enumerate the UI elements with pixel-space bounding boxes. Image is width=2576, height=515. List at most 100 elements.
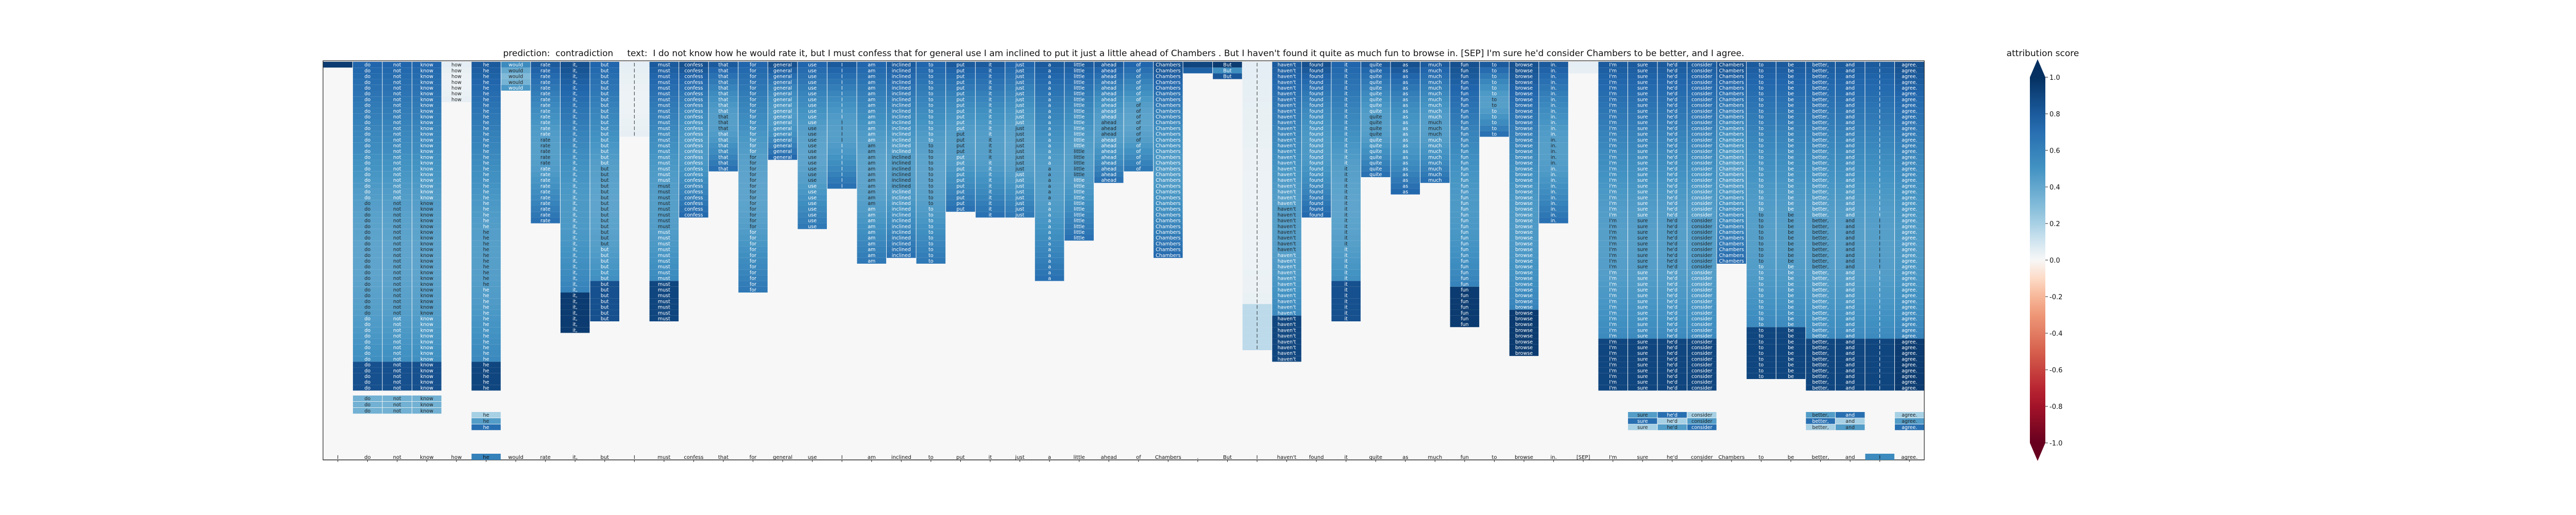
cell-label: he xyxy=(483,311,489,316)
cell-label: it, xyxy=(573,103,578,109)
heatmap-cell xyxy=(1242,183,1272,189)
heatmap-cell xyxy=(1628,229,1657,235)
heatmap-cell xyxy=(1064,194,1094,200)
cell-label: as xyxy=(1402,91,1408,97)
heatmap-cell xyxy=(1539,177,1568,183)
cell-label: rate xyxy=(540,74,550,80)
heatmap-cell xyxy=(1657,188,1687,195)
cell-label: it, xyxy=(573,190,578,195)
heatmap-cell xyxy=(1628,142,1657,148)
heatmap-cell xyxy=(590,310,620,316)
cell-label: I xyxy=(1879,259,1880,264)
heatmap-cell xyxy=(1747,96,1776,102)
heatmap-cell xyxy=(590,194,620,200)
cell-label: he'd xyxy=(1667,132,1678,138)
heatmap-cell xyxy=(1894,356,1924,362)
heatmap-cell xyxy=(560,84,590,91)
cell-label: I xyxy=(1257,120,1258,126)
heatmap-cell xyxy=(1124,119,1154,126)
heatmap-cell xyxy=(649,177,679,183)
cell-label: inclined xyxy=(892,68,911,74)
heatmap-cell xyxy=(1865,206,1894,212)
cell-label: I xyxy=(1257,166,1258,172)
cell-label: as xyxy=(1402,132,1408,138)
cell-label: Chambers xyxy=(1719,235,1744,241)
heatmap-cell xyxy=(1894,338,1924,345)
cell-label: found xyxy=(1309,97,1323,102)
cell-label: am xyxy=(868,207,875,212)
heatmap-cell xyxy=(738,136,768,143)
heatmap-cell xyxy=(1064,108,1094,114)
heatmap-cell xyxy=(1806,183,1835,189)
cell-label: am xyxy=(868,74,875,80)
heatmap-cell xyxy=(1806,418,1835,424)
cell-label: sure xyxy=(1637,224,1648,230)
cell-label: not xyxy=(393,195,401,201)
cell-label: fun xyxy=(1461,166,1468,172)
cell-label: general xyxy=(773,103,792,109)
heatmap-cell xyxy=(560,96,590,102)
cell-label: to xyxy=(1492,126,1497,131)
heatmap-cell xyxy=(531,96,560,102)
heatmap-cell xyxy=(412,286,442,293)
heatmap-cell xyxy=(857,177,887,183)
heatmap-cell xyxy=(887,194,916,200)
heatmap-cell xyxy=(590,304,620,310)
heatmap-cell xyxy=(1509,275,1539,281)
heatmap-cell xyxy=(590,91,620,97)
cell-label: I xyxy=(1257,247,1258,253)
cell-label: not xyxy=(393,114,401,120)
cell-label: a xyxy=(1048,114,1051,120)
heatmap-cell xyxy=(471,367,501,373)
heatmap-cell xyxy=(382,91,412,97)
heatmap-cell xyxy=(1242,344,1272,350)
heatmap-cell xyxy=(1242,235,1272,241)
cell-label: must xyxy=(658,224,670,230)
heatmap-cell xyxy=(1835,113,1865,119)
heatmap-cell xyxy=(1242,281,1272,287)
cell-label: it xyxy=(1344,224,1348,230)
cell-label: sure xyxy=(1637,380,1648,385)
heatmap-cell xyxy=(1687,321,1717,328)
heatmap-cell xyxy=(975,125,1005,131)
heatmap-cell xyxy=(1628,102,1657,108)
cell-label: do xyxy=(364,247,370,253)
cell-label: be xyxy=(1788,270,1794,276)
cell-label: he'd xyxy=(1667,178,1678,183)
heatmap-cell xyxy=(1835,241,1865,247)
cell-label: browse xyxy=(1515,218,1533,224)
cell-label: haven't xyxy=(1278,190,1296,195)
heatmap-cell xyxy=(560,113,590,119)
cell-label: fun xyxy=(1461,114,1468,120)
cell-label: sure xyxy=(1637,299,1648,304)
heatmap-cell xyxy=(1242,304,1272,310)
heatmap-cell xyxy=(590,269,620,276)
cell-label: for xyxy=(750,241,756,247)
heatmap-cell xyxy=(1154,223,1183,229)
cell-label: use xyxy=(808,224,817,230)
heatmap-cell xyxy=(1420,154,1450,160)
cell-label: to xyxy=(1759,109,1764,114)
heatmap-cell xyxy=(1598,373,1628,379)
heatmap-cell xyxy=(1035,119,1064,126)
cell-label: do xyxy=(364,408,370,414)
heatmap-cell xyxy=(916,194,946,200)
heatmap-cell xyxy=(1717,246,1747,252)
heatmap-cell xyxy=(1509,264,1539,270)
heatmap-cell xyxy=(353,79,382,85)
cell-label: inclined xyxy=(892,247,911,253)
heatmap-cell xyxy=(1035,96,1064,102)
heatmap-cell xyxy=(1687,102,1717,108)
heatmap-cell xyxy=(649,315,679,321)
heatmap-cell xyxy=(1301,177,1331,183)
heatmap-cell xyxy=(590,188,620,195)
cell-label: but xyxy=(601,138,609,143)
cell-label: must xyxy=(658,68,670,74)
heatmap-cell xyxy=(1776,373,1806,379)
heatmap-cell xyxy=(1331,293,1361,299)
cell-label: better, xyxy=(1812,241,1829,247)
heatmap-cell xyxy=(708,102,738,108)
heatmap-cell xyxy=(1035,188,1064,195)
cell-label: fun xyxy=(1461,74,1468,80)
heatmap-cell xyxy=(1598,91,1628,97)
